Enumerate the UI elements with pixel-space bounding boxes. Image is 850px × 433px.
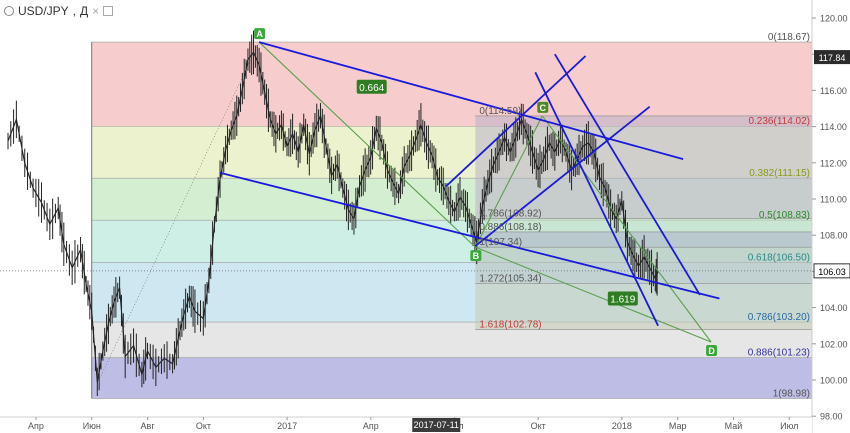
symbol-label: USD/JPY (18, 4, 69, 18)
fib-ext-label-1: 1(107.34) (479, 237, 522, 248)
ratio-label-0: 0.664 (359, 83, 384, 94)
time-tick-label: Май (725, 421, 743, 431)
time-tick-label: Апр (28, 421, 44, 431)
fib-ext-label-0: 0(114.59) (479, 106, 521, 117)
crosshair (0, 41, 812, 384)
trend-line-5[interactable] (534, 71, 659, 327)
last-price-label: 106.03 (818, 267, 846, 277)
fib-label-0: 0(118.67) (768, 32, 810, 43)
close-icon[interactable]: × (92, 4, 100, 18)
price-series (7, 30, 659, 396)
time-tick-label: Апр (363, 421, 379, 431)
price-tick-label: 98.00 (820, 412, 843, 422)
symbol-price-badge (814, 50, 850, 65)
fib-label-0.886: 0.886(101.23) (748, 348, 810, 359)
price-tick-label: 114.00 (820, 122, 847, 132)
price-tick-label: 100.00 (820, 376, 848, 386)
time-tick-label: Окт (196, 421, 211, 431)
fib-label-1: 1(98.98) (773, 388, 810, 399)
trend-line-3[interactable] (474, 105, 651, 247)
time-tick-label: Июл (780, 421, 798, 431)
last-price-badge (813, 263, 850, 279)
pattern-point-labels: A B C D 0.664 1.619 (254, 28, 718, 356)
price-tick-label: 120.00 (820, 14, 848, 24)
trend-line-0[interactable] (258, 41, 684, 161)
time-tick-label: Июн (83, 421, 101, 431)
price-tick-label: 112.00 (820, 158, 847, 168)
fib-ext-label-1.272: 1.272(105.34) (479, 273, 541, 284)
fib-ext-zone-1.272 (475, 283, 812, 330)
time-tick-label: Окт (531, 421, 546, 431)
point-label-B: B (473, 251, 480, 261)
price-tick-label: 102.00 (820, 339, 848, 349)
crosshair-date-badge (412, 418, 461, 432)
point-label-D: D (708, 346, 715, 356)
point-badge-B (470, 250, 482, 262)
trend-lines[interactable] (219, 41, 720, 327)
time-axis[interactable]: АпрИюнАвгОкт2017АпрИюлОкт2018МарМайИюл20… (0, 416, 812, 433)
fib-ext-label-0.786: 0.786(108.92) (479, 209, 541, 220)
timeframe-label: Д (80, 4, 89, 18)
time-tick-label: 2017 (277, 421, 297, 431)
point-badge-A (254, 28, 266, 40)
time-axis-bg (0, 417, 812, 433)
collapse-icon[interactable] (103, 6, 114, 16)
fib-label-0.5: 0.5(108.83) (759, 210, 810, 221)
chart-title: USD/JPY , Д × (4, 4, 114, 18)
ratio-label-1: 1.619 (610, 295, 635, 306)
price-axis[interactable]: 98.00100.00102.00104.00106.00108.00110.0… (811, 0, 850, 433)
time-tick-label: 2018 (612, 421, 632, 431)
fib-ext-label-1.618: 1.618(102.78) (479, 320, 541, 331)
price-tick-label: 116.00 (820, 86, 847, 96)
fib-level-labels: 0(118.67) 0.236(114.02) 0.382(111.15) 0.5(1… (479, 32, 810, 399)
fib-zone-0.886 (91, 357, 812, 399)
point-badge-D (706, 344, 718, 356)
abcd-line-0[interactable] (258, 41, 476, 248)
fib-label-0.618: 0.618(106.50) (748, 252, 810, 263)
symbol-price-label: 117.84 (819, 53, 846, 63)
fib-ext-label-0.886: 0.886(108.18) (479, 222, 541, 233)
visibility-dot-icon[interactable] (4, 6, 14, 16)
abcd-pattern[interactable] (258, 41, 712, 343)
price-tick-label: 104.00 (820, 303, 848, 313)
trend-line-1[interactable] (219, 171, 720, 300)
ratio-badge-0 (356, 79, 387, 94)
fib-label-0.236: 0.236(114.02) (748, 116, 810, 127)
abcd-line-1[interactable] (474, 115, 543, 248)
price-tick-label: 108.00 (820, 231, 848, 241)
trend-line-4[interactable] (554, 53, 701, 296)
point-badge-C (537, 101, 549, 113)
abcd-line-3[interactable] (475, 246, 712, 343)
time-tick-label: Мар (669, 421, 687, 431)
price-axis-bg (812, 0, 850, 433)
abcd-line-2[interactable] (541, 115, 712, 343)
crosshair-date-label: 2017-07-11 (414, 420, 459, 430)
fib-ext-zone-0.786 (475, 218, 812, 232)
time-tick-label: Авг (141, 421, 156, 431)
price-tick-label: 110.00 (820, 195, 847, 205)
ratio-badge-1 (607, 291, 638, 306)
fib-zone-0 (91, 42, 812, 127)
trend-line-2[interactable] (445, 55, 587, 187)
fib-label-0.382: 0.382(111.15) (749, 168, 810, 179)
point-label-C: C (540, 103, 547, 113)
point-label-A: A (256, 29, 263, 39)
fib-label-0.786: 0.786(103.20) (748, 312, 810, 323)
